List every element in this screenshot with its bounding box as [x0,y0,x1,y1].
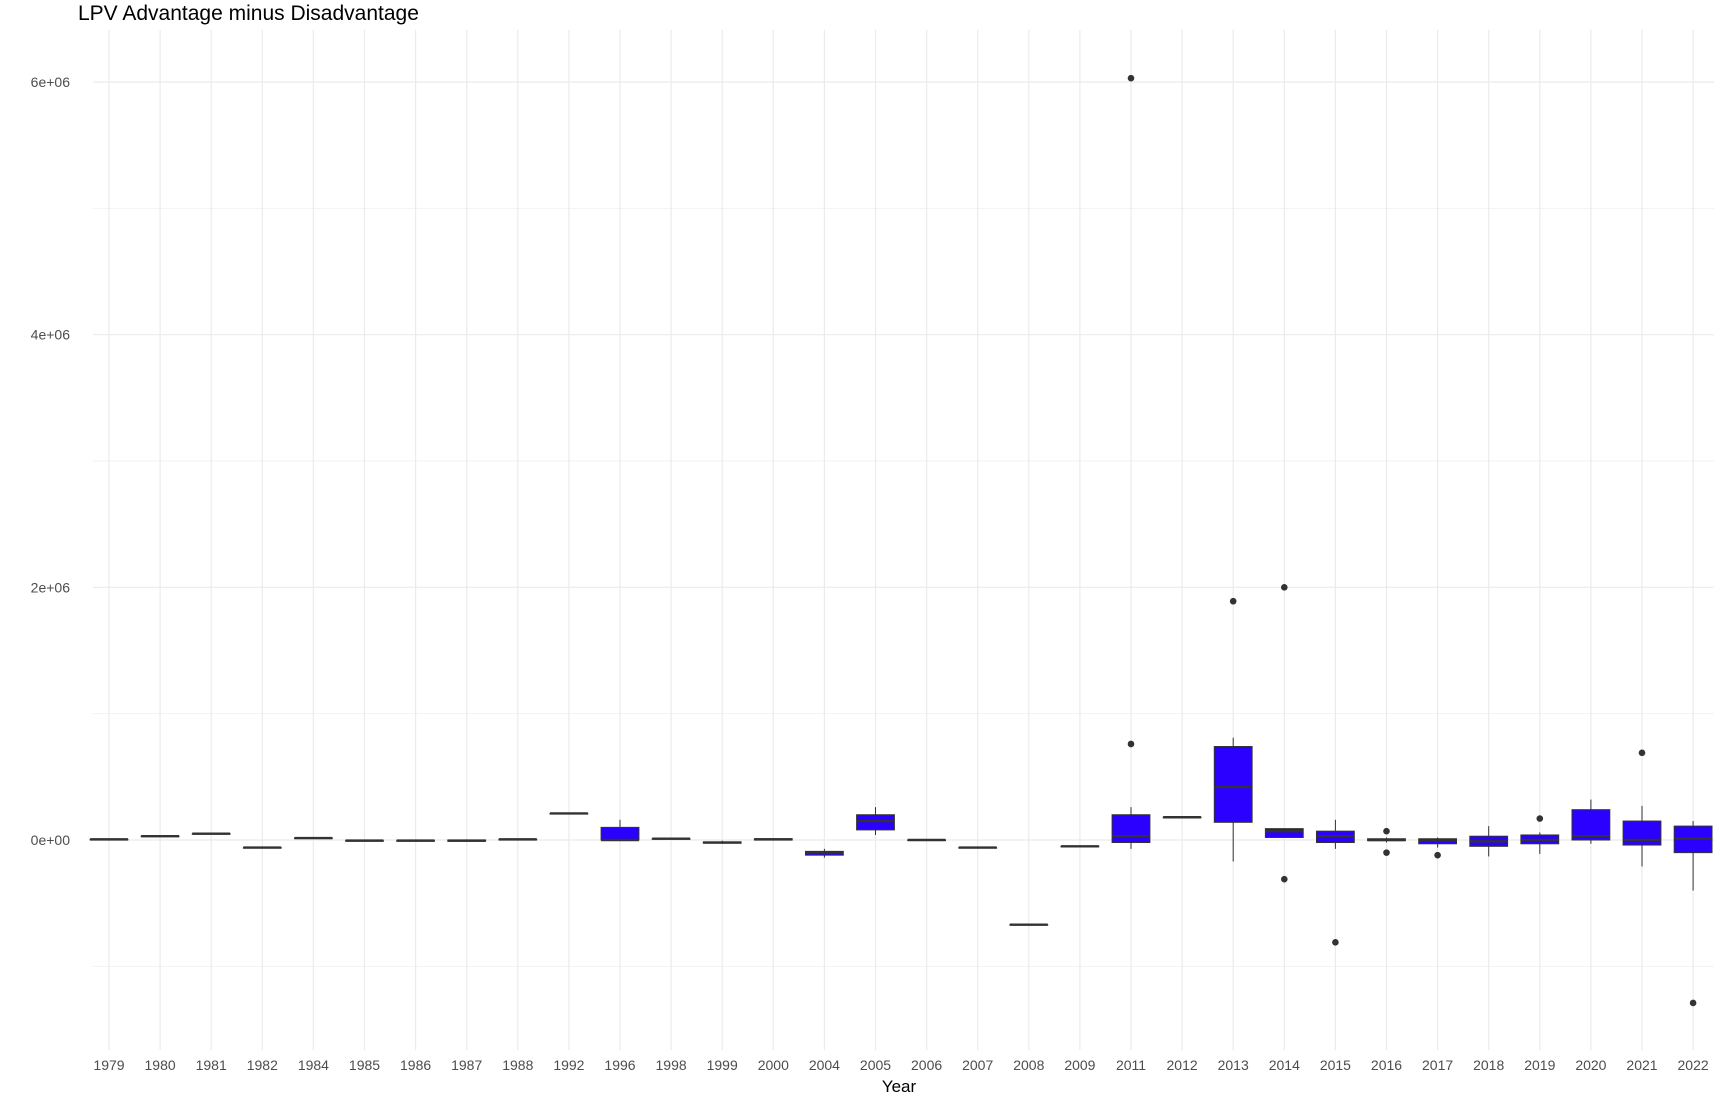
outlier-point [1689,999,1697,1007]
box-2007 [958,846,998,849]
x-tick-label: 1981 [196,1057,227,1073]
box-2011 [1111,74,1151,849]
iqr-box [1111,814,1151,844]
x-tick-label: 1986 [400,1057,431,1073]
outlier-point [1434,851,1441,859]
outlier-point [1383,827,1390,835]
box-2021 [1622,749,1662,867]
x-tick-label: 2012 [1167,1057,1198,1073]
box-1979 [89,838,129,841]
box-1986 [396,839,436,842]
y-tick-label: 0e+00 [31,832,71,848]
outlier-point [1229,597,1237,605]
y-axis-tick-labels: 0e+00 2e+06 4e+06 6e+06 [31,74,71,848]
x-tick-label: 2011 [1116,1057,1146,1073]
iqr-box [1264,828,1304,838]
box-2016 [1367,827,1406,856]
box-2020 [1571,799,1611,844]
x-tick-label: 1982 [247,1057,278,1073]
chart-title: LPV Advantage minus Disadvantage [78,2,419,25]
x-tick-label: 1979 [93,1057,124,1073]
box-1996 [600,819,640,842]
box-series [89,74,1713,1007]
outlier-point [1281,584,1288,591]
box-2000 [753,838,793,841]
box-2006 [907,838,947,842]
box-1984 [293,836,333,840]
iqr-box [1622,820,1662,846]
x-tick-label: 2015 [1320,1057,1351,1073]
major-gridlines [93,30,1714,1050]
iqr-box [600,826,640,841]
x-tick-label: 2006 [911,1057,942,1073]
y-tick-label: 6e+06 [31,74,71,90]
box-2004 [804,848,844,858]
box-2005 [856,807,895,835]
x-tick-label: 2008 [1013,1057,1044,1073]
x-tick-label: 2009 [1064,1057,1095,1073]
box-2018 [1469,826,1509,857]
x-tick-label: 2013 [1218,1057,1249,1073]
minor-gridlines [93,207,1714,967]
x-tick-label: 2017 [1422,1057,1453,1073]
box-2015 [1315,819,1355,946]
x-tick-label: 1992 [553,1057,584,1073]
box-1982 [242,846,282,849]
box-1981 [191,832,231,835]
outlier-point [1281,875,1288,883]
x-tick-label: 1980 [145,1057,176,1073]
box-2013 [1213,597,1253,862]
x-tick-label: 2014 [1269,1057,1300,1073]
iqr-box [856,814,895,831]
box-2012 [1162,816,1202,819]
x-axis-tick-labels: 1979 1980 1981 1982 1984 1985 1986 1987 1988 1992… [93,1057,1708,1073]
x-tick-label: 1988 [502,1057,533,1073]
x-tick-label: 2016 [1371,1057,1402,1073]
iqr-box [1213,746,1253,823]
box-2019 [1520,815,1560,854]
x-tick-label: 2021 [1626,1057,1657,1073]
box-1985 [345,839,384,842]
x-tick-label: 2004 [809,1057,840,1073]
x-tick-label: 2007 [962,1057,993,1073]
x-tick-label: 1984 [298,1057,329,1073]
x-tick-label: 1985 [349,1057,380,1073]
box-2008 [1009,923,1049,926]
x-axis-title: Year [882,1077,917,1096]
box-2009 [1060,845,1100,848]
x-tick-label: 2019 [1524,1057,1555,1073]
x-tick-label: 1999 [707,1057,738,1073]
outlier-point [1536,815,1544,822]
y-tick-label: 4e+06 [31,327,71,343]
x-tick-label: 2005 [860,1057,891,1073]
outlier-point [1638,749,1646,757]
box-1999 [702,840,742,844]
outlier-point [1127,74,1135,82]
iqr-box [1571,809,1611,841]
box-1980 [140,835,180,838]
x-tick-label: 2020 [1575,1057,1606,1073]
x-tick-label: 1998 [656,1057,687,1073]
x-tick-label: 2000 [758,1057,789,1073]
box-2022 [1673,821,1713,1007]
box-1987 [447,839,487,842]
box-2017 [1418,837,1458,859]
box-1992 [549,812,589,815]
box-1998 [651,837,691,840]
x-tick-label: 1987 [451,1057,482,1073]
outlier-point [1127,740,1135,748]
x-tick-label: 1996 [604,1057,635,1073]
box-2014 [1264,584,1304,883]
y-tick-label: 2e+06 [31,579,71,595]
outlier-point [1332,939,1339,946]
outlier-point [1383,849,1390,856]
x-tick-label: 2022 [1678,1057,1709,1073]
box-1988 [498,838,538,841]
x-tick-label: 2018 [1473,1057,1504,1073]
